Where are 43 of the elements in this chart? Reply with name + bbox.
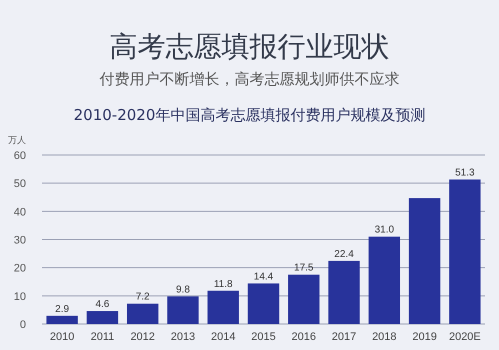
y-tick-label: 10 bbox=[14, 290, 26, 303]
data-label: 14.4 bbox=[254, 271, 274, 282]
bar bbox=[208, 290, 239, 324]
x-tick-label: 2016 bbox=[292, 331, 316, 343]
bar bbox=[288, 274, 320, 324]
chart-subtitle: 付费用户不断增长，高考志愿规划师供不应求 bbox=[98, 70, 400, 88]
y-tick-label: 30 bbox=[14, 234, 26, 246]
data-label: 22.4 bbox=[334, 248, 354, 260]
y-tick-label: 40 bbox=[14, 206, 26, 218]
x-tick-label: 2014 bbox=[210, 331, 236, 343]
data-label: 2.9 bbox=[55, 304, 70, 315]
x-tick-label: 2010 bbox=[50, 331, 74, 343]
x-tick-label: 2011 bbox=[90, 331, 114, 343]
y-tick-label: 0 bbox=[20, 319, 26, 331]
bar bbox=[449, 180, 481, 324]
x-tick-label: 2015 bbox=[251, 331, 276, 343]
x-tick-label: 2012 bbox=[130, 331, 155, 343]
bar bbox=[408, 198, 440, 324]
x-tick-label: 2020E bbox=[448, 331, 481, 343]
data-label: 4.6 bbox=[95, 299, 110, 310]
y-tick-label: 20 bbox=[14, 262, 26, 275]
bar bbox=[328, 260, 360, 324]
x-tick-label: 2017 bbox=[332, 331, 356, 343]
x-tick-label: 2018 bbox=[372, 331, 397, 343]
data-label: 17.5 bbox=[294, 262, 314, 274]
x-tick-label: 2013 bbox=[170, 331, 196, 343]
y-axis-title: 万人 bbox=[8, 135, 26, 146]
data-label: 7.2 bbox=[136, 292, 150, 303]
chart-title: 高考志愿填报行业现状 bbox=[110, 30, 390, 63]
data-label: 11.8 bbox=[214, 278, 234, 290]
bar bbox=[46, 316, 78, 324]
bar bbox=[126, 304, 158, 324]
data-label: 51.3 bbox=[455, 168, 476, 179]
bar bbox=[167, 296, 199, 324]
data-label: 31.0 bbox=[374, 224, 394, 236]
data-label: 9.8 bbox=[176, 284, 190, 296]
y-tick-label: 60 bbox=[14, 150, 26, 162]
bar bbox=[368, 236, 400, 324]
x-tick-label: 2019 bbox=[412, 331, 437, 343]
y-tick-label: 50 bbox=[14, 178, 26, 190]
bar bbox=[86, 311, 118, 324]
bar bbox=[248, 283, 280, 324]
text: 2010-2020年中国高考志愿填报付费用户规模及预测 bbox=[74, 106, 426, 124]
